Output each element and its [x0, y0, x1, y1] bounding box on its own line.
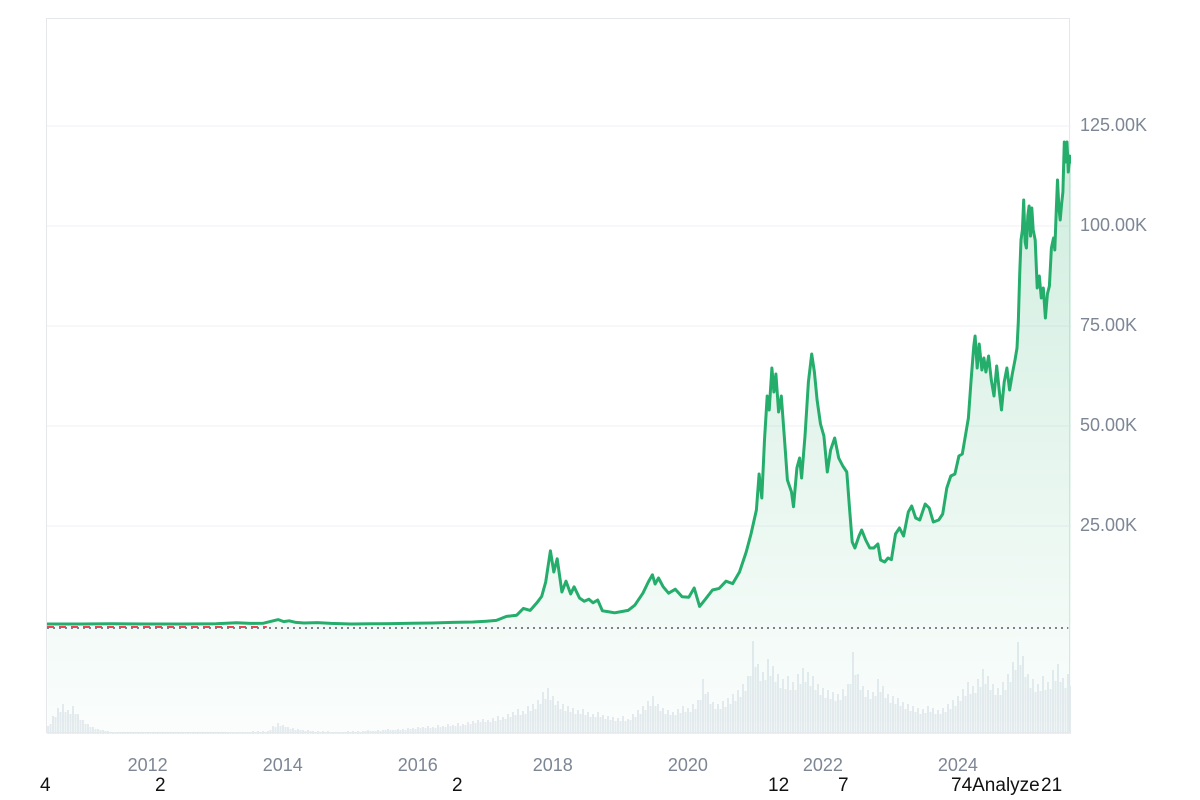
price-line	[47, 140, 1071, 626]
x-axis-label: 2014	[262, 755, 303, 775]
hint-badge: 4	[40, 775, 51, 796]
hint-badge: 12	[768, 775, 790, 796]
y-axis-label: 100.00K	[1080, 215, 1148, 235]
y-axis-label: 50.00K	[1080, 415, 1138, 435]
x-axis-label: 2012	[127, 755, 168, 775]
y-axis-label: 75.00K	[1080, 315, 1138, 335]
y-axis-label: 125.00K	[1080, 115, 1148, 135]
x-axis-label: 2020	[667, 755, 708, 775]
hint-badge: 2	[155, 775, 166, 796]
hint-badge: 21	[1041, 775, 1063, 796]
plot-area[interactable]	[46, 18, 1071, 734]
x-axis-label: 2018	[532, 755, 573, 775]
gridlines	[47, 125, 1071, 527]
price-area-fill	[47, 142, 1071, 734]
x-axis-label: 2022	[802, 755, 843, 775]
price-chart-svg[interactable]	[47, 19, 1071, 734]
y-axis-label: 25.00K	[1080, 515, 1138, 535]
hint-badge: 2	[452, 775, 463, 796]
hint-badge: 7	[838, 775, 849, 796]
x-axis-label: 2024	[937, 755, 978, 775]
x-axis-label: 2016	[397, 755, 438, 775]
analyze-button-label[interactable]: 74Analyze	[951, 775, 1040, 796]
